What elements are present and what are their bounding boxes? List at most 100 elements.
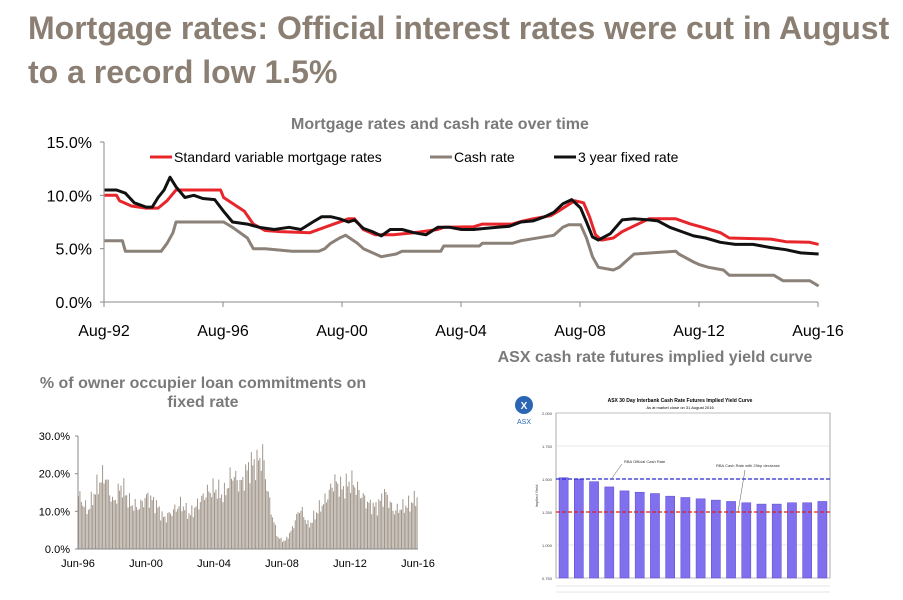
chart3-plot-area — [555, 412, 831, 579]
chart2-bar — [104, 479, 106, 549]
chart2-bar — [272, 517, 274, 549]
chart2-bar — [160, 520, 162, 549]
chart2-bar — [223, 482, 225, 549]
chart2-bar — [345, 473, 347, 549]
chart3-bar — [711, 499, 721, 579]
chart2-bar — [228, 487, 230, 549]
chart2-bar — [89, 508, 91, 549]
chart3-bar — [619, 490, 630, 579]
chart2-bar — [233, 477, 235, 549]
chart2-bar — [372, 502, 374, 549]
chart2-bar — [384, 489, 385, 549]
chart2-bar — [325, 502, 327, 549]
chart2-bar — [239, 479, 241, 549]
chart2-y-tick-label: 10.0% — [39, 506, 70, 518]
chart2-bar — [188, 513, 190, 549]
chart2-bar — [206, 484, 208, 549]
chart1-y-tick-label: 0.0% — [56, 295, 92, 312]
chart2-bar — [280, 537, 282, 549]
chart2-bar — [297, 512, 299, 549]
chart2-x-tick-label: Jun-04 — [197, 558, 231, 570]
chart2-bar — [202, 493, 204, 549]
chart2-bar — [126, 495, 128, 549]
chart2-bar — [263, 460, 265, 549]
chart2-bar — [331, 487, 333, 549]
chart1-series-line-1 — [104, 188, 819, 246]
chart3-bar — [650, 493, 660, 579]
chart2-bar — [403, 512, 405, 549]
chart2-bar — [129, 493, 130, 549]
chart2-bar — [119, 490, 121, 549]
chart2-bar — [112, 496, 113, 549]
chart2-bar — [274, 524, 276, 549]
chart2-bar — [212, 478, 214, 549]
chart2-bar — [209, 493, 211, 549]
chart1-x-tick-label: Aug-04 — [435, 323, 487, 340]
chart2-bar — [283, 540, 285, 549]
chart2-bar — [252, 465, 254, 549]
chart2-bar — [204, 500, 206, 549]
chart2-bar — [250, 452, 252, 549]
chart2-bar — [317, 513, 319, 549]
chart2-bar — [318, 500, 320, 549]
chart3-bar — [726, 501, 736, 579]
chart2-bar — [185, 502, 187, 549]
chart2-bar — [389, 501, 391, 549]
chart2-bar — [107, 479, 109, 549]
asx-logo-icon — [515, 396, 533, 414]
chart2-bar — [136, 507, 138, 549]
chart2-bar — [259, 458, 261, 549]
chart2-bar — [357, 481, 359, 549]
chart2-bar — [340, 476, 342, 549]
chart2-bar — [393, 514, 395, 549]
chart2-bar — [286, 536, 288, 549]
chart2-bar — [189, 515, 191, 549]
chart1-x-tick-label: Aug-08 — [554, 323, 606, 340]
chart2-bar — [214, 492, 215, 549]
chart2-bar — [144, 498, 146, 549]
chart2-bar — [262, 444, 264, 549]
chart2-bar — [385, 492, 387, 549]
chart2-bar — [392, 510, 394, 549]
chart2-bar — [164, 516, 166, 549]
chart2-bar — [308, 527, 310, 549]
chart2-bar — [284, 540, 286, 549]
chart1-x-tick-label: Aug-00 — [316, 323, 368, 340]
chart2-bar — [306, 524, 308, 549]
chart2-bar — [267, 491, 269, 549]
chart2-bar — [257, 460, 259, 549]
chart1-y-tick-label: 10.0% — [47, 188, 92, 205]
chart2-bar — [127, 507, 129, 549]
chart2-bar — [85, 500, 87, 549]
chart2-bar — [146, 494, 147, 549]
chart2-bar — [249, 483, 251, 549]
chart2-bar — [178, 506, 180, 549]
chart2-bar — [396, 503, 398, 549]
chart2-bar — [311, 522, 313, 549]
chart2-bar — [335, 481, 337, 549]
chart2-bar — [255, 480, 257, 549]
chart3-bar — [558, 477, 569, 579]
chart3-bar — [665, 495, 675, 579]
chart2-bar — [168, 512, 170, 549]
chart2-bar — [386, 494, 388, 549]
chart2-bar — [327, 499, 329, 549]
chart2-bar — [172, 509, 174, 549]
chart2-bar — [140, 499, 142, 549]
chart2-bar — [87, 509, 89, 549]
chart2-bar — [376, 515, 378, 549]
chart3-bar — [680, 497, 691, 579]
chart2-bar — [96, 474, 98, 549]
chart2-bar — [106, 479, 108, 549]
chart1-series-line-2 — [104, 220, 820, 288]
chart2-bar — [78, 496, 79, 549]
chart2-bar — [114, 499, 116, 549]
chart2-bar — [141, 501, 143, 549]
chart2-bar — [229, 467, 231, 549]
chart2-bar — [117, 483, 119, 549]
chart2-bar — [187, 518, 189, 549]
chart2-bar — [364, 495, 366, 549]
chart2-bar — [82, 505, 84, 549]
chart3-bar — [634, 491, 645, 579]
chart2-bar — [225, 495, 227, 549]
